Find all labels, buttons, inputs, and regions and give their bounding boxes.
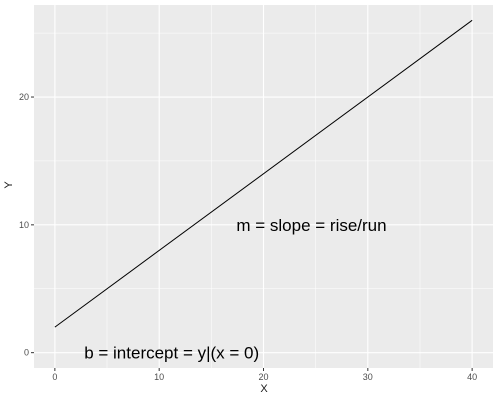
x-axis-title: X — [260, 383, 268, 395]
axis-ticks — [31, 96, 473, 371]
y-tick-label: 0 — [24, 348, 29, 358]
x-tick-label: 40 — [467, 372, 477, 382]
y-axis-title: Y — [3, 181, 15, 189]
x-tick-label: 0 — [52, 372, 57, 382]
y-tick-label: 10 — [19, 220, 29, 230]
major-grid — [34, 5, 493, 368]
annotation-label: m = slope = rise/run — [236, 216, 386, 235]
series-lines — [54, 19, 473, 328]
x-tick-label: 30 — [363, 372, 373, 382]
x-tick-label: 20 — [258, 372, 268, 382]
y-tick-labels: 0 10 20 — [19, 92, 29, 358]
annotations: m = slope = rise/run b = intercept = y|(x… — [84, 216, 386, 363]
x-tick-label: 10 — [154, 372, 164, 382]
series-line — [54, 19, 473, 328]
annotation-label: b = intercept = y|(x = 0) — [84, 344, 259, 363]
x-tick-labels: 0 10 20 30 40 — [52, 372, 477, 382]
y-tick-label: 20 — [19, 92, 29, 102]
